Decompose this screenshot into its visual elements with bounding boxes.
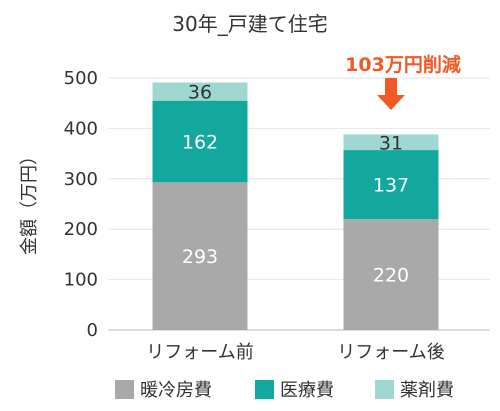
legend-label-medicine: 薬剤費 <box>400 380 454 401</box>
y-tick-label: 100 <box>64 270 98 291</box>
legend-swatch-medicine <box>375 379 394 399</box>
legend-swatch-medical <box>255 379 274 399</box>
legend-item-medical: 医療費 <box>255 376 334 402</box>
data-label: 162 <box>182 132 218 154</box>
y-tick-label: 300 <box>64 169 98 190</box>
bar-segment <box>152 82 248 101</box>
down-arrow-icon <box>377 78 405 110</box>
legend-label-heating: 暖冷房費 <box>140 380 212 401</box>
data-label: 137 <box>373 175 409 197</box>
legend-item-heating: 暖冷房費 <box>115 376 212 402</box>
bar-segment <box>152 100 248 183</box>
legend-label-medical: 医療費 <box>280 380 334 401</box>
reduction-annotation: 103万円削減 <box>345 54 461 76</box>
legend-item-medicine: 薬剤費 <box>375 376 454 402</box>
bar-segment <box>343 150 439 220</box>
x-tick-label: リフォーム後 <box>337 342 444 363</box>
data-label: 36 <box>188 82 212 104</box>
bar-segment <box>343 219 439 330</box>
legend-swatch-heating <box>115 379 134 399</box>
x-tick-label: リフォーム前 <box>146 342 253 363</box>
y-tick-label: 400 <box>64 118 98 139</box>
y-tick-label: 200 <box>64 219 98 240</box>
y-tick-label: 0 <box>87 320 98 341</box>
y-tick-label: 500 <box>64 68 98 89</box>
chart-title: 30年_戸建て住宅 <box>172 12 328 36</box>
data-label: 220 <box>373 265 409 287</box>
data-label: 293 <box>182 246 218 268</box>
data-label: 31 <box>379 132 403 154</box>
legend: 暖冷房費 医療費 薬剤費 <box>0 376 500 406</box>
bar-segment <box>152 182 248 330</box>
bar-segment <box>343 134 439 151</box>
